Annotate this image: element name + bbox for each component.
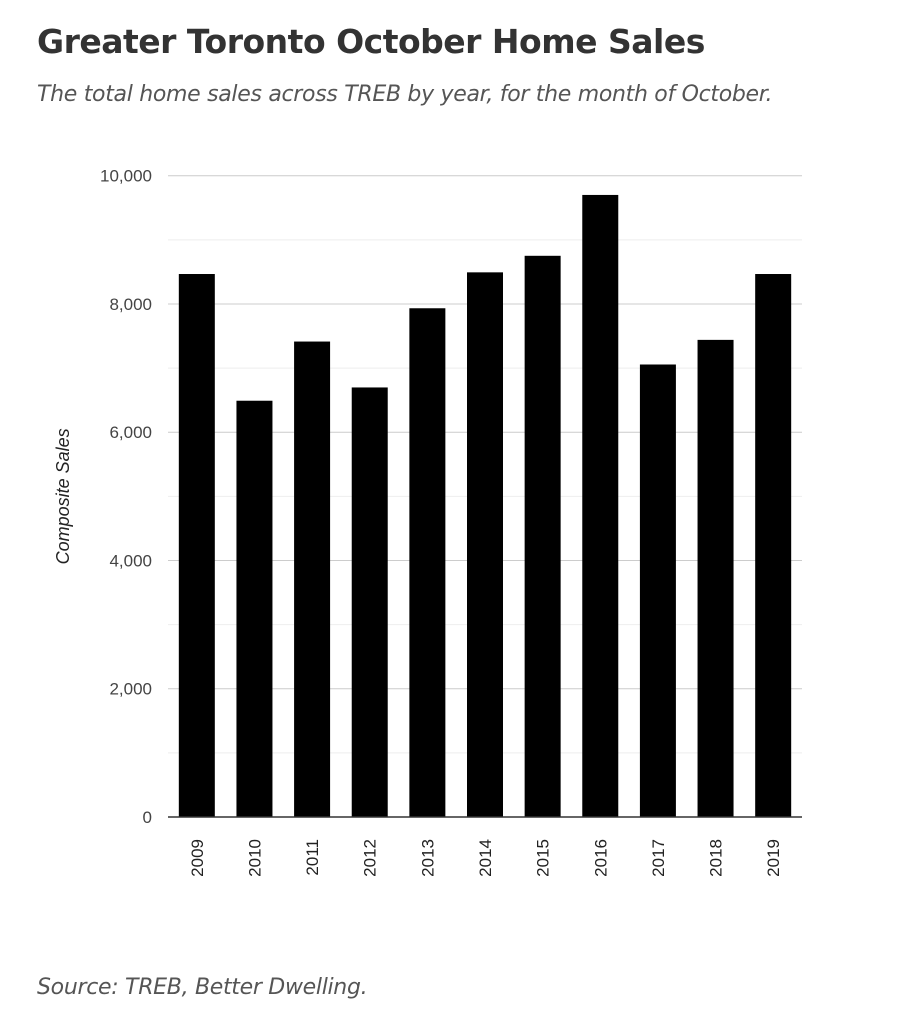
x-tick-label: 2012	[361, 839, 380, 877]
x-tick-label: 2009	[188, 839, 207, 877]
x-tick-label: 2019	[764, 839, 783, 877]
bar	[467, 272, 503, 818]
y-tick-label: 8,000	[109, 295, 152, 314]
y-tick-label: 2,000	[109, 680, 152, 699]
y-tick-label: 6,000	[109, 423, 152, 442]
y-tick-label: 4,000	[109, 551, 152, 570]
bar	[294, 341, 331, 817]
y-axis-label: Composite Sales	[53, 428, 73, 564]
bar	[409, 308, 446, 817]
x-tick-label: 2017	[649, 839, 668, 877]
x-tick-label: 2014	[476, 839, 495, 877]
x-tick-label: 2015	[534, 839, 553, 877]
x-tick-label: 2016	[591, 839, 610, 877]
y-tick-label: 10,000	[100, 167, 152, 186]
chart-subtitle: The total home sales across TREB by year…	[37, 82, 773, 107]
bar	[697, 339, 734, 817]
bar	[351, 387, 388, 817]
x-tick-label: 2010	[245, 839, 264, 877]
bar	[755, 274, 792, 817]
x-tick-label: 2011	[303, 839, 322, 876]
bar	[639, 364, 676, 817]
x-tick-label: 2018	[707, 839, 726, 877]
bar	[236, 400, 273, 817]
chart-title: Greater Toronto October Home Sales	[37, 22, 705, 61]
chart-source: Source: TREB, Better Dwelling.	[37, 975, 368, 1000]
y-tick-label: 0	[143, 808, 152, 827]
x-tick-label: 2013	[418, 839, 437, 877]
bar	[524, 255, 561, 818]
bar	[178, 274, 215, 817]
bar	[582, 194, 619, 818]
